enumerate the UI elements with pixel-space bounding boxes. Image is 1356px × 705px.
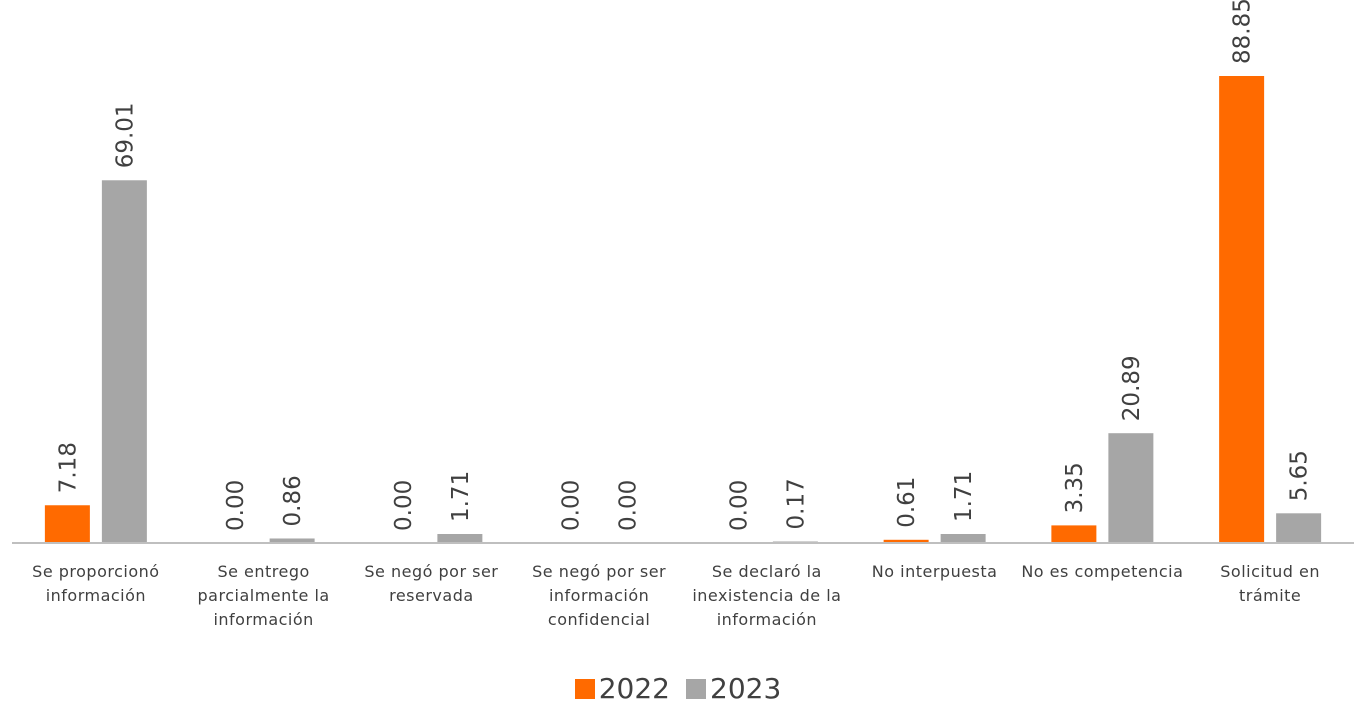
- value-label-2023-7: 5.65: [1287, 450, 1313, 501]
- legend: 2022 2023: [0, 672, 1356, 705]
- legend-swatch-2022: [574, 678, 595, 699]
- bar-2022-0: [44, 505, 90, 543]
- legend-label-2023: 2023: [710, 672, 782, 705]
- bar-2022-7: [1219, 76, 1265, 543]
- category-label-7: Solicitud en trámite: [1220, 562, 1320, 605]
- value-label-2022-3: 0.00: [559, 480, 585, 531]
- value-label-2022-6: 3.35: [1062, 462, 1088, 513]
- value-label-2022-2: 0.00: [391, 480, 417, 531]
- value-label-2022-7: 88.85: [1230, 0, 1256, 64]
- legend-label-2022: 2022: [598, 672, 670, 705]
- bar-2023-6: [1108, 433, 1154, 543]
- bar-2022-5: [883, 539, 929, 543]
- value-label-2022-4: 0.00: [726, 480, 752, 531]
- bar-2023-7: [1276, 513, 1322, 543]
- legend-swatch-2023: [686, 678, 706, 699]
- bar-2023-1: [269, 538, 315, 543]
- value-label-2023-0: 69.01: [112, 102, 138, 168]
- category-label-0: Se proporcionó información: [32, 562, 160, 605]
- bar-chart: 7.18 69.01 0.00 0.86 0.00 1.71 0.00 0.00 0.00 0.1…: [12, 0, 1354, 544]
- category-label-3: Se negó por ser información confidencial: [532, 562, 667, 629]
- value-label-2022-0: 7.18: [55, 442, 81, 493]
- value-label-2023-1: 0.86: [280, 475, 306, 526]
- bar-2023-5: [940, 534, 986, 543]
- category-label-2: Se negó por ser reservada: [364, 562, 499, 605]
- value-label-2023-3: 0.00: [616, 480, 642, 531]
- value-label-2023-2: 1.71: [448, 471, 474, 522]
- category-label-6: No es competencia: [1021, 562, 1184, 581]
- bar-2023-2: [437, 534, 483, 543]
- legend-item-2023: 2023: [686, 672, 781, 705]
- bar-2022-6: [1051, 525, 1097, 543]
- value-label-2022-5: 0.61: [894, 477, 920, 528]
- legend-item-2022: 2022: [574, 672, 670, 705]
- value-label-2023-6: 20.89: [1119, 355, 1145, 421]
- value-label-2023-4: 0.17: [783, 478, 809, 529]
- category-label-1: Se entrego parcialmente la información: [197, 562, 330, 629]
- bar-2023-0: [101, 180, 147, 543]
- category-label-5: No interpuesta: [871, 562, 998, 581]
- value-label-2022-1: 0.00: [223, 480, 249, 531]
- value-label-2023-5: 1.71: [951, 471, 977, 522]
- category-label-4: Se declaró la inexistencia de la informa…: [692, 562, 842, 629]
